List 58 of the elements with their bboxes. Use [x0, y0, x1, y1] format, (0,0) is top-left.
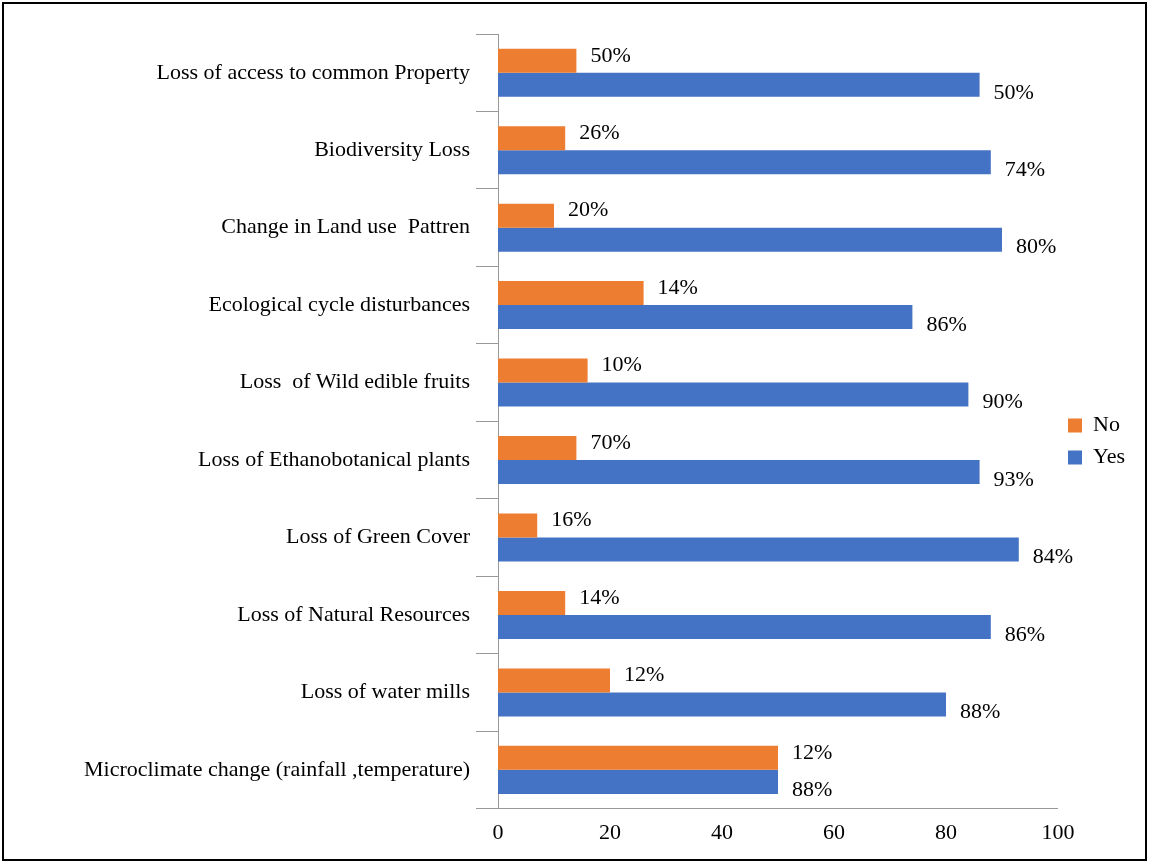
- bar: [498, 745, 778, 770]
- bar: [498, 513, 538, 538]
- x-tick-label: 0: [492, 818, 504, 844]
- bar: [498, 203, 554, 228]
- bar: [498, 668, 610, 693]
- annotation: 50%: [993, 78, 1034, 104]
- bar: [498, 150, 991, 175]
- bar: [498, 460, 980, 485]
- y-tick-label: Microclimate change (rainfall ,temperature): [83, 755, 470, 781]
- bar: [498, 382, 969, 407]
- annotation: 88%: [959, 698, 1001, 724]
- y-tick-label: Loss of Natural Resources: [237, 600, 470, 626]
- annotation: 12%: [624, 661, 665, 687]
- annotation: 74%: [1004, 155, 1046, 181]
- annotation: 86%: [1004, 620, 1046, 646]
- bar: [498, 436, 577, 461]
- bar: [498, 48, 577, 73]
- y-tick-label: Loss of water mills: [300, 678, 470, 704]
- x-tick-label: 60: [822, 818, 845, 844]
- annotation: 14%: [657, 273, 698, 299]
- annotation: 90%: [982, 388, 1023, 414]
- bar: [498, 358, 588, 383]
- annotation: 70%: [590, 428, 631, 454]
- y-tick-label: Biodiversity Loss: [314, 135, 470, 161]
- legend-label: Yes: [1092, 443, 1125, 469]
- bar: [498, 614, 991, 639]
- bar: [498, 537, 1019, 562]
- x-tick-label: 20: [599, 818, 621, 844]
- annotation: 86%: [926, 310, 967, 336]
- x-tick-label: 100: [1041, 818, 1075, 844]
- annotation: 93%: [993, 465, 1034, 491]
- annotation: 10%: [601, 351, 642, 377]
- y-tick-label: Loss of Ethanobotanical plants: [198, 445, 470, 471]
- bar: [498, 305, 913, 330]
- annotation: 16%: [551, 506, 592, 532]
- legend-label: No: [1092, 411, 1120, 437]
- annotation: 50%: [590, 41, 631, 67]
- y-tick-label: Change in Land use Pattren: [221, 213, 470, 239]
- annotation: 20%: [568, 196, 609, 222]
- bar: [498, 126, 566, 151]
- annotation: 84%: [1032, 543, 1074, 569]
- x-tick-label: 80: [934, 818, 957, 844]
- annotation: 26%: [579, 118, 620, 144]
- bar: [498, 281, 644, 306]
- bar: [498, 72, 980, 97]
- y-tick-label: Loss of Green Cover: [286, 523, 471, 549]
- y-tick-label: Loss of Wild edible fruits: [239, 368, 470, 394]
- annotation: 14%: [579, 583, 620, 609]
- annotation: 80%: [1015, 233, 1057, 259]
- bar: [498, 692, 946, 717]
- x-tick-label: 40: [711, 818, 733, 844]
- annotation: 88%: [791, 775, 833, 801]
- annotation: 12%: [791, 738, 833, 764]
- bar: [498, 227, 1002, 252]
- y-tick-label: Loss of access to common Property: [156, 58, 470, 84]
- y-tick-label: Ecological cycle disturbances: [208, 290, 470, 316]
- bar: [498, 769, 778, 794]
- bar: [498, 590, 566, 615]
